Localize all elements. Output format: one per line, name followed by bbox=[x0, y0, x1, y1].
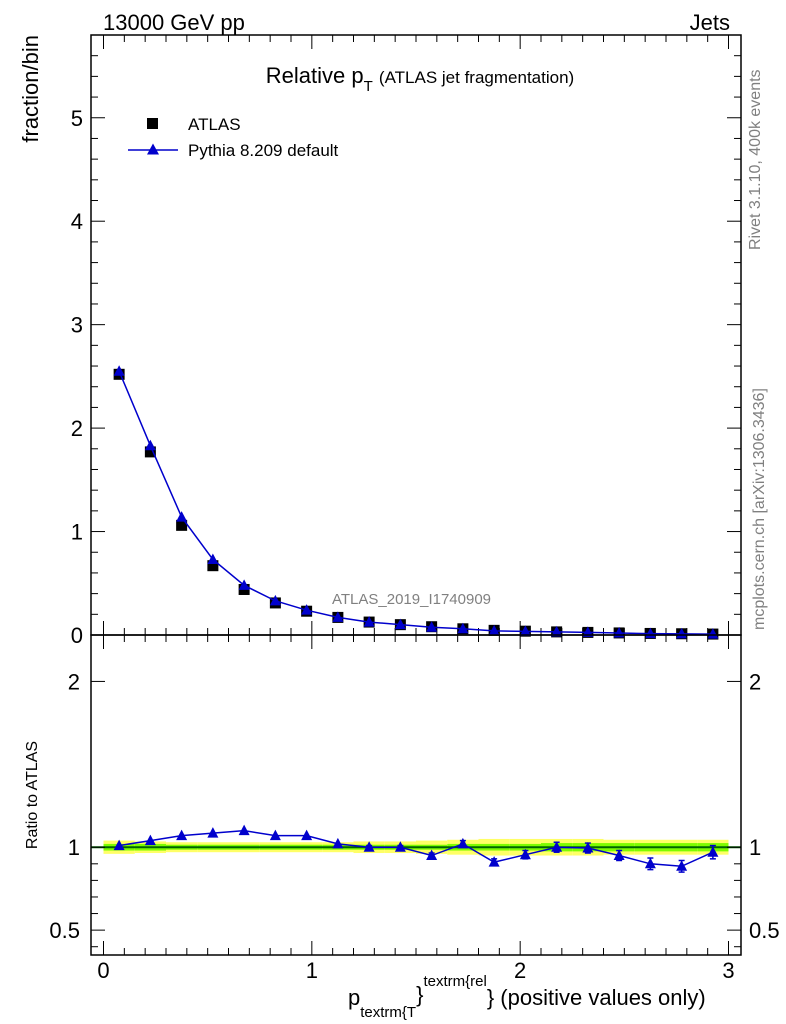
pythia-point bbox=[238, 579, 250, 590]
ratio-point bbox=[488, 856, 500, 867]
ratio-point bbox=[707, 846, 719, 857]
pythia-point bbox=[363, 616, 375, 627]
ratio-frame bbox=[90, 634, 742, 956]
legend-pythia-label: Pythia 8.209 default bbox=[188, 141, 339, 160]
pythia-point bbox=[426, 621, 438, 632]
y-tick-label-main: 1 bbox=[71, 520, 83, 545]
pythia-point bbox=[207, 553, 219, 564]
x-axis-label: ptextrm{T}textrm{rel} (positive values o… bbox=[348, 973, 706, 1021]
pythia-point bbox=[457, 622, 469, 634]
ratio-point bbox=[676, 860, 688, 871]
ratio-line bbox=[119, 829, 714, 868]
x-tick-label: 0 bbox=[97, 958, 109, 983]
ratio-point bbox=[363, 841, 375, 852]
pythia-point bbox=[269, 594, 281, 606]
ratio-point bbox=[551, 841, 563, 852]
ratio-point bbox=[269, 829, 281, 841]
ratio-point bbox=[238, 824, 250, 836]
ratio-ylabel: Ratio to ATLAS bbox=[24, 741, 41, 849]
main-panel: Relative pT (ATLAS jet fragmentation) fr… bbox=[18, 34, 742, 648]
y-tick-label-ratio-left: 0.5 bbox=[49, 918, 80, 943]
y-tick-label-main: 4 bbox=[71, 209, 83, 234]
ratio-panel: Ratio to ATLAS 0 1 2 3 0.5 0.5 1 1 2 2 ptextrm{T}… bbox=[24, 634, 780, 1021]
y-tick-label-main: 2 bbox=[71, 416, 83, 441]
pythia-point bbox=[113, 365, 125, 376]
x-tick-label: 2 bbox=[514, 958, 526, 983]
x-tick-label: 3 bbox=[722, 958, 734, 983]
ratio-point bbox=[144, 834, 156, 846]
ratio-plot-area: 0 1 2 3 0.5 0.5 1 1 2 2 bbox=[49, 634, 780, 983]
legend-atlas-label: ATLAS bbox=[188, 115, 241, 134]
y-tick-label-ratio-right: 1 bbox=[749, 835, 761, 860]
pythia-point bbox=[332, 611, 344, 622]
legend-atlas-marker bbox=[147, 118, 158, 129]
x-tick-label: 1 bbox=[306, 958, 318, 983]
pythia-point bbox=[144, 439, 156, 451]
y-tick-label-ratio-left: 1 bbox=[68, 835, 80, 860]
main-plot-area: 0 1 2 3 4 5 bbox=[71, 34, 742, 648]
atlas-point bbox=[144, 446, 156, 458]
main-title: Relative pT (ATLAS jet fragmentation) bbox=[266, 63, 574, 95]
y-tick-label-ratio-right: 2 bbox=[749, 669, 761, 694]
ratio-point bbox=[426, 849, 438, 861]
ratio-point bbox=[394, 841, 406, 852]
y-tick-label-ratio-right: 0.5 bbox=[749, 918, 780, 943]
ratio-point bbox=[207, 827, 219, 838]
ratio-point bbox=[644, 857, 656, 869]
pythia-point bbox=[176, 511, 188, 522]
main-ylabel: fraction/bin bbox=[18, 35, 43, 143]
ratio-point bbox=[176, 829, 188, 841]
header-right: Jets bbox=[690, 10, 730, 35]
pythia-point bbox=[551, 625, 563, 637]
y-tick-label-main: 0 bbox=[71, 623, 83, 648]
ratio-point bbox=[519, 848, 531, 860]
pythia-point bbox=[519, 625, 531, 636]
pythia-point bbox=[394, 618, 406, 630]
ratio-point bbox=[582, 842, 594, 853]
pythia-point bbox=[488, 624, 500, 636]
ratio-point bbox=[332, 837, 344, 849]
rivet-label: Rivet 3.1.10, 400k events bbox=[747, 69, 764, 250]
pythia-point bbox=[707, 628, 719, 639]
ratio-point bbox=[613, 849, 625, 861]
pythia-point bbox=[301, 604, 313, 615]
legend-pythia-marker bbox=[147, 143, 159, 155]
atlas-point bbox=[176, 519, 188, 531]
y-tick-label-main: 5 bbox=[71, 106, 83, 131]
y-tick-label-main: 3 bbox=[71, 313, 83, 338]
mcplots-label: mcplots.cern.ch [arXiv:1306.3436] bbox=[751, 388, 768, 630]
ratio-point bbox=[457, 837, 469, 849]
header-left: 13000 GeV pp bbox=[103, 10, 245, 35]
ratio-point bbox=[301, 829, 313, 841]
y-tick-label-ratio-left: 2 bbox=[68, 669, 80, 694]
watermark: ATLAS_2019_I1740909 bbox=[332, 591, 491, 608]
atlas-point bbox=[207, 560, 219, 572]
ratio-point bbox=[113, 839, 125, 851]
